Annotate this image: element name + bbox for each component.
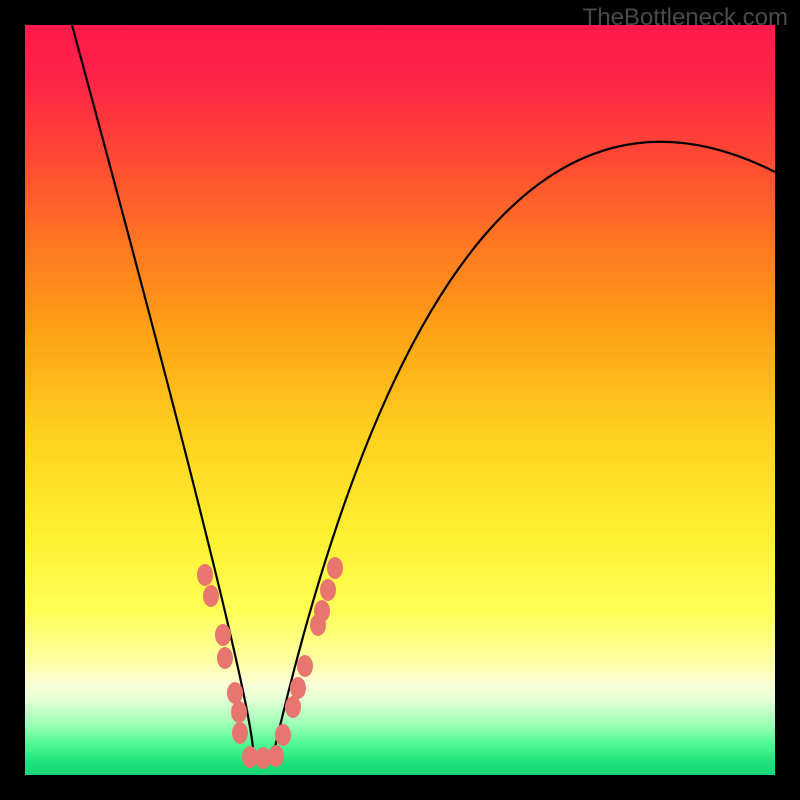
data-point: [314, 600, 330, 622]
data-point: [217, 647, 233, 669]
data-point: [320, 579, 336, 601]
watermark-text: TheBottleneck.com: [583, 4, 788, 32]
data-point: [227, 682, 243, 704]
data-point: [215, 624, 231, 646]
data-point: [285, 696, 301, 718]
data-point: [203, 585, 219, 607]
data-point: [290, 677, 306, 699]
data-point: [268, 745, 284, 767]
data-point: [327, 557, 343, 579]
data-point: [197, 564, 213, 586]
bottleneck-chart: [0, 0, 800, 800]
data-point: [297, 655, 313, 677]
plot-area: [25, 25, 775, 775]
data-point: [232, 722, 248, 744]
data-point: [275, 724, 291, 746]
data-point: [231, 701, 247, 723]
chart-frame: TheBottleneck.com: [0, 0, 800, 800]
